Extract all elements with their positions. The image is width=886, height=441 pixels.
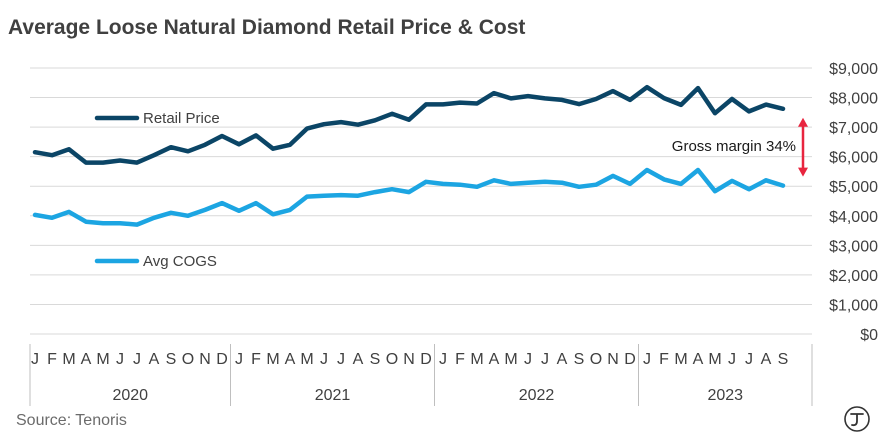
x-month-label: A bbox=[81, 351, 92, 368]
x-month-label: M bbox=[62, 351, 75, 368]
y-tick-label: $8,000 bbox=[829, 91, 878, 108]
x-month-label: A bbox=[693, 351, 704, 368]
x-month-label: M bbox=[96, 351, 109, 368]
x-year-label: 2022 bbox=[519, 387, 555, 404]
margin-arrow-head-down bbox=[798, 167, 808, 177]
y-tick-label: $3,000 bbox=[829, 238, 878, 255]
y-tick-label: $0 bbox=[860, 327, 878, 344]
series-line-retail-price bbox=[32, 84, 786, 165]
x-month-label: M bbox=[674, 351, 687, 368]
x-month-label: O bbox=[386, 351, 398, 368]
x-month-label: J bbox=[745, 351, 753, 368]
series-line-avg-cogs bbox=[32, 167, 786, 227]
x-month-label: O bbox=[590, 351, 602, 368]
x-month-label: A bbox=[489, 351, 500, 368]
x-month-label: J bbox=[541, 351, 549, 368]
x-month-label: A bbox=[149, 351, 160, 368]
source-note: Source: Tenoris bbox=[16, 412, 127, 429]
x-month-label: J bbox=[133, 351, 141, 368]
y-tick-label: $7,000 bbox=[829, 120, 878, 137]
x-month-label: F bbox=[251, 351, 261, 368]
x-month-label: S bbox=[574, 351, 585, 368]
gross-margin-label: Gross margin 34% bbox=[672, 138, 796, 155]
gross-margin-annotation: Gross margin 34% bbox=[672, 117, 808, 177]
x-year-label: 2021 bbox=[315, 387, 351, 404]
x-year-label: 2020 bbox=[112, 387, 148, 404]
tenoris-logo-icon bbox=[844, 406, 870, 432]
x-month-label: J bbox=[235, 351, 243, 368]
x-month-label: J bbox=[439, 351, 447, 368]
x-month-label: J bbox=[728, 351, 736, 368]
x-month-label: M bbox=[504, 351, 517, 368]
y-tick-label: $4,000 bbox=[829, 209, 878, 226]
x-month-label: N bbox=[403, 351, 415, 368]
y-tick-label: $2,000 bbox=[829, 268, 878, 285]
x-month-label: M bbox=[300, 351, 313, 368]
y-axis-labels: $0 $1,000 $2,000 $3,000 $4,000 $5,000 $6,000 $7… bbox=[829, 61, 878, 344]
y-tick-label: $5,000 bbox=[829, 179, 878, 196]
x-month-label: S bbox=[778, 351, 789, 368]
x-month-label: A bbox=[761, 351, 772, 368]
y-tick-label: $6,000 bbox=[829, 150, 878, 167]
x-month-label: J bbox=[31, 351, 39, 368]
x-month-label: N bbox=[199, 351, 211, 368]
y-tick-label: $9,000 bbox=[829, 61, 878, 78]
x-month-label: D bbox=[216, 351, 228, 368]
x-month-label: A bbox=[285, 351, 296, 368]
series-lines bbox=[32, 84, 786, 227]
x-month-label: J bbox=[524, 351, 532, 368]
chart-title: Average Loose Natural Diamond Retail Pri… bbox=[8, 16, 526, 39]
x-month-label: S bbox=[166, 351, 177, 368]
legend-label: Retail Price bbox=[143, 110, 220, 127]
y-tick-label: $1,000 bbox=[829, 297, 878, 314]
x-month-label: F bbox=[455, 351, 465, 368]
x-month-label: A bbox=[557, 351, 568, 368]
legend-label: Avg COGS bbox=[143, 253, 217, 270]
x-month-label: J bbox=[643, 351, 651, 368]
legend: Retail Price Avg COGS bbox=[94, 110, 220, 270]
x-month-label: J bbox=[337, 351, 345, 368]
x-month-label: N bbox=[607, 351, 619, 368]
x-month-label: A bbox=[353, 351, 364, 368]
x-month-label: D bbox=[420, 351, 432, 368]
x-month-label: M bbox=[266, 351, 279, 368]
x-year-label: 2023 bbox=[707, 387, 743, 404]
x-month-label: M bbox=[470, 351, 483, 368]
x-month-label: F bbox=[47, 351, 57, 368]
x-month-label: J bbox=[320, 351, 328, 368]
x-month-label: S bbox=[370, 351, 381, 368]
x-month-label: F bbox=[659, 351, 669, 368]
x-month-label: D bbox=[624, 351, 636, 368]
gridlines bbox=[30, 67, 812, 335]
x-month-label: J bbox=[116, 351, 124, 368]
x-month-label: O bbox=[182, 351, 194, 368]
x-month-label: M bbox=[708, 351, 721, 368]
margin-arrow-head-up bbox=[798, 117, 808, 127]
